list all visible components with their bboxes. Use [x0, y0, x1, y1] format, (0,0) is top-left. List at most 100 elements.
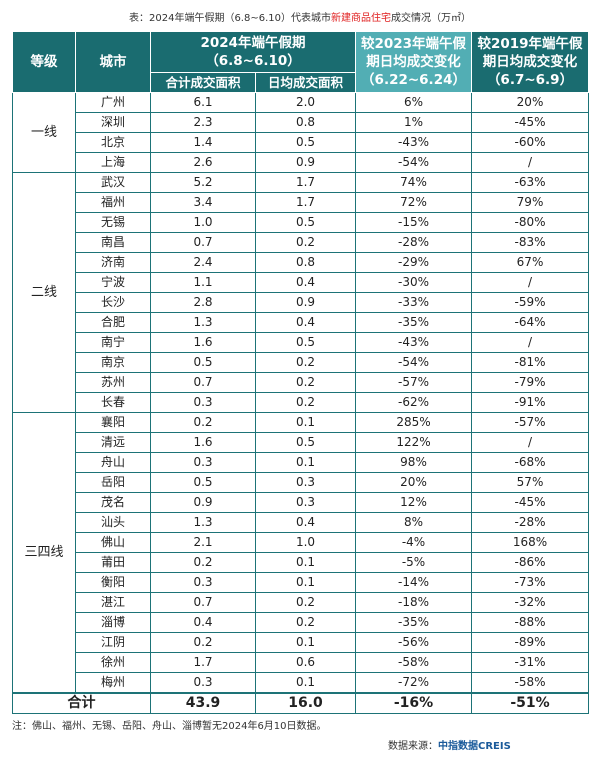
city-cell: 佛山: [75, 532, 151, 553]
vs-2023-cell: 12%: [355, 492, 473, 513]
vs-2019-cell: -59%: [471, 292, 590, 313]
header-vs-2019-range: （6.7~6.9）: [486, 72, 574, 88]
city-cell: 济南: [75, 252, 151, 273]
total-area-cell: 0.2: [150, 412, 256, 433]
city-cell: 舟山: [75, 452, 151, 473]
data-source: 数据来源：中指数据CREIS: [388, 740, 588, 754]
vs-2019-cell: -81%: [471, 352, 590, 373]
total-area-cell: 0.2: [150, 632, 256, 653]
table-row: 济南 2.4 0.8 -29% 67%: [13, 252, 590, 273]
vs-2023-cell: -43%: [355, 332, 473, 353]
total-area-cell: 2.3: [150, 112, 256, 133]
daily-area-cell: 0.2: [254, 612, 357, 633]
grade-cell: 二线: [12, 172, 76, 413]
total-area-cell: 1.6: [150, 432, 256, 453]
city-cell: 梅州: [75, 672, 151, 694]
total-vs-2023: -16%: [355, 692, 473, 714]
header-vs-2023-range: （6.22~6.24）: [361, 72, 466, 88]
city-cell: 南昌: [75, 232, 151, 253]
table-row: 上海 2.6 0.9 -54% /: [13, 152, 590, 173]
total-area-cell: 2.4: [150, 252, 256, 273]
table-row: 淄博 0.4 0.2 -35% -88%: [13, 612, 590, 633]
vs-2023-cell: -58%: [355, 652, 473, 673]
daily-area-cell: 0.1: [254, 412, 357, 433]
city-cell: 苏州: [75, 372, 151, 393]
total-area-cell: 2.1: [150, 532, 256, 553]
daily-area-cell: 0.6: [254, 652, 357, 673]
daily-area-cell: 0.5: [254, 132, 357, 153]
table-row: 汕头 1.3 0.4 8% -28%: [13, 512, 590, 533]
table-row: 宁波 1.1 0.4 -30% /: [13, 272, 590, 293]
vs-2019-cell: /: [471, 432, 590, 453]
header-daily-area: 日均成交面积: [254, 72, 357, 93]
total-area-cell: 0.5: [150, 472, 256, 493]
table-row: 湛江 0.7 0.2 -18% -32%: [13, 592, 590, 613]
daily-area-cell: 2.0: [254, 92, 357, 113]
title-suffix: 成交情况（万㎡）: [391, 13, 471, 24]
vs-2023-cell: -54%: [355, 152, 473, 173]
total-area-cell: 1.6: [150, 332, 256, 353]
header-vs-2023: 较2023年端午假期日均成交变化 （6.22~6.24）: [355, 31, 473, 93]
table-row: 岳阳 0.5 0.3 20% 57%: [13, 472, 590, 493]
grade-cell: 一线: [12, 92, 76, 173]
total-area-cell: 1.3: [150, 312, 256, 333]
city-cell: 宁波: [75, 272, 151, 293]
title-prefix: 表：2024年端午假期（6.8~6.10）代表城市: [129, 13, 331, 24]
vs-2019-cell: -60%: [471, 132, 590, 153]
header-grade: 等级: [12, 31, 76, 93]
vs-2023-cell: -18%: [355, 592, 473, 613]
vs-2019-cell: -64%: [471, 312, 590, 333]
total-area: 43.9: [150, 692, 256, 714]
daily-area-cell: 0.8: [254, 112, 357, 133]
total-area-cell: 2.8: [150, 292, 256, 313]
footnote: 注：佛山、福州、无锡、岳阳、舟山、淄博暂无2024年6月10日数据。: [12, 721, 327, 732]
daily-area-cell: 0.1: [254, 552, 357, 573]
title-highlight: 新建商品住宅: [331, 13, 391, 24]
total-area-cell: 1.7: [150, 652, 256, 673]
daily-area-cell: 0.2: [254, 352, 357, 373]
total-area-cell: 3.4: [150, 192, 256, 213]
city-cell: 深圳: [75, 112, 151, 133]
daily-area-cell: 0.9: [254, 152, 357, 173]
city-cell: 上海: [75, 152, 151, 173]
city-cell: 徐州: [75, 652, 151, 673]
header-vs-2019: 较2019年端午假期日均成交变化 （6.7~6.9）: [471, 31, 590, 93]
total-area-cell: 0.2: [150, 552, 256, 573]
vs-2023-cell: 72%: [355, 192, 473, 213]
daily-area-cell: 0.2: [254, 592, 357, 613]
table-row: 福州 3.4 1.7 72% 79%: [13, 192, 590, 213]
vs-2019-cell: -58%: [471, 672, 590, 694]
vs-2019-cell: 79%: [471, 192, 590, 213]
total-row: 合计 43.9 16.0 -16% -51%: [12, 692, 590, 714]
vs-2023-cell: -72%: [355, 672, 473, 694]
daily-area-cell: 1.0: [254, 532, 357, 553]
vs-2023-cell: -30%: [355, 272, 473, 293]
daily-area-cell: 0.4: [254, 272, 357, 293]
daily-area-cell: 0.3: [254, 492, 357, 513]
vs-2019-cell: 57%: [471, 472, 590, 493]
total-area-cell: 2.6: [150, 152, 256, 173]
vs-2019-cell: -89%: [471, 632, 590, 653]
table-row: 长沙 2.8 0.9 -33% -59%: [13, 292, 590, 313]
city-cell: 长春: [75, 392, 151, 413]
city-cell: 襄阳: [75, 412, 151, 433]
daily-area-cell: 0.1: [254, 632, 357, 653]
table-row: 南昌 0.7 0.2 -28% -83%: [13, 232, 590, 253]
city-cell: 合肥: [75, 312, 151, 333]
table-row: 莆田 0.2 0.1 -5% -86%: [13, 552, 590, 573]
total-area-cell: 0.7: [150, 592, 256, 613]
vs-2023-cell: 1%: [355, 112, 473, 133]
city-cell: 茂名: [75, 492, 151, 513]
vs-2019-cell: -32%: [471, 592, 590, 613]
vs-2023-cell: -43%: [355, 132, 473, 153]
table-title: 表：2024年端午假期（6.8~6.10）代表城市新建商品住宅成交情况（万㎡）: [12, 12, 588, 26]
daily-area-cell: 0.5: [254, 432, 357, 453]
vs-2023-cell: -28%: [355, 232, 473, 253]
header-2024-period: 2024年端午假期 （6.8~6.10）: [149, 31, 357, 73]
total-area-cell: 0.9: [150, 492, 256, 513]
total-area-cell: 0.3: [150, 392, 256, 413]
daily-area-cell: 1.7: [254, 192, 357, 213]
total-area-cell: 0.7: [150, 372, 256, 393]
grade-cell: 三四线: [12, 412, 76, 694]
